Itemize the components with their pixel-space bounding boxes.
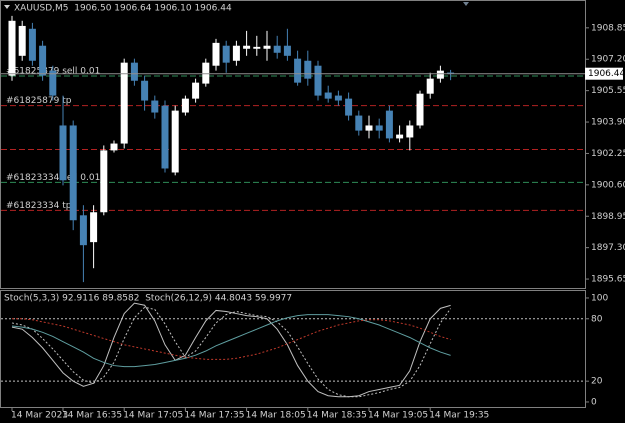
x-tick-label: 14 Mar 16:35 <box>62 411 122 421</box>
candle-body <box>385 110 393 139</box>
candle-body <box>18 25 26 56</box>
candle-body <box>222 45 230 63</box>
y-tick-label: 80 <box>591 314 603 324</box>
candle-body <box>39 45 47 76</box>
candle-body <box>212 42 220 66</box>
candle-body <box>355 115 363 131</box>
candle-body <box>69 125 77 221</box>
candle-body <box>28 28 36 61</box>
candle-body <box>110 143 118 151</box>
candle-body <box>406 125 414 138</box>
y-tick-label: 1907.20 <box>591 55 625 65</box>
x-tick-label: 14 Mar 19:05 <box>368 411 428 421</box>
order-label: #61825879 tp <box>6 96 72 106</box>
candle-body <box>243 45 251 49</box>
trade-panel-arrow[interactable] <box>463 2 469 6</box>
candle-body <box>314 65 322 96</box>
indicator-pane-border <box>0 290 586 408</box>
candle-body <box>90 212 98 243</box>
candle-body <box>181 98 189 113</box>
stoch-line <box>12 318 451 360</box>
candle-body <box>396 134 404 139</box>
x-tick-label: 14 Mar 18:05 <box>246 411 306 421</box>
candle-body <box>141 80 149 101</box>
candle-body <box>365 125 373 131</box>
candle-body <box>120 62 128 144</box>
order-label: #61823334 tp <box>6 201 72 211</box>
main-pane-border <box>0 0 586 289</box>
candle-body <box>447 72 455 74</box>
x-tick-label: 14 Mar 17:05 <box>123 411 183 421</box>
x-tick-label: 14 Mar 2023 <box>11 411 68 421</box>
candle-body <box>130 62 138 81</box>
candle-body <box>253 46 261 49</box>
candle-body <box>436 70 444 79</box>
menu-arrow[interactable] <box>4 5 10 9</box>
candle-body <box>375 125 383 131</box>
x-tick-label: 14 Mar 18:35 <box>307 411 367 421</box>
y-tick-label: 20 <box>591 377 603 387</box>
y-tick-label: 1900.60 <box>591 180 625 190</box>
stoch-line <box>11 302 451 398</box>
y-tick-label: 1908.85 <box>591 23 625 33</box>
candle-body <box>283 45 291 56</box>
candle-body <box>345 98 353 116</box>
candle-body <box>8 20 16 76</box>
y-tick-label: 1902.25 <box>591 149 625 159</box>
x-tick-label: 14 Mar 17:35 <box>184 411 244 421</box>
candle-body <box>273 45 281 53</box>
candle-body <box>263 45 271 49</box>
candle-body <box>151 100 159 113</box>
candle-body <box>192 82 200 99</box>
y-tick-label: 0 <box>591 397 597 407</box>
y-tick-label: 1895.65 <box>591 275 625 285</box>
candle-body <box>49 70 57 96</box>
candle-body <box>232 45 240 61</box>
candle-body <box>294 58 302 83</box>
candle-body <box>202 62 210 84</box>
indicator-title: Stoch(5,3,3) 92.9116 89.8582 Stoch(26,12… <box>4 294 292 304</box>
y-tick-label: 100 <box>591 293 608 303</box>
candle-body <box>416 93 424 126</box>
y-tick-label: 1905.55 <box>591 86 625 96</box>
stoch-line <box>11 314 451 368</box>
candle-body <box>161 105 169 169</box>
order-label: #61823334 sell 0.01 <box>6 173 100 183</box>
last-price-label: 1906.44 <box>588 69 625 79</box>
y-tick-label: 1897.30 <box>591 243 625 253</box>
candle-body <box>324 92 332 99</box>
last-price-box <box>585 67 623 80</box>
candle-body <box>171 110 179 173</box>
candle-body <box>426 78 434 94</box>
candle-body <box>334 95 342 101</box>
candle-body <box>79 215 87 246</box>
candle-body <box>59 125 67 181</box>
candle-body <box>100 150 108 213</box>
candle-body <box>304 60 312 79</box>
x-tick-label: 14 Mar 19:35 <box>429 411 489 421</box>
y-tick-label: 1898.95 <box>591 212 625 222</box>
y-tick-label: 1903.90 <box>591 118 625 128</box>
chart-title: XAUUSD,M5 1906.50 1906.64 1906.10 1906.4… <box>14 4 232 14</box>
